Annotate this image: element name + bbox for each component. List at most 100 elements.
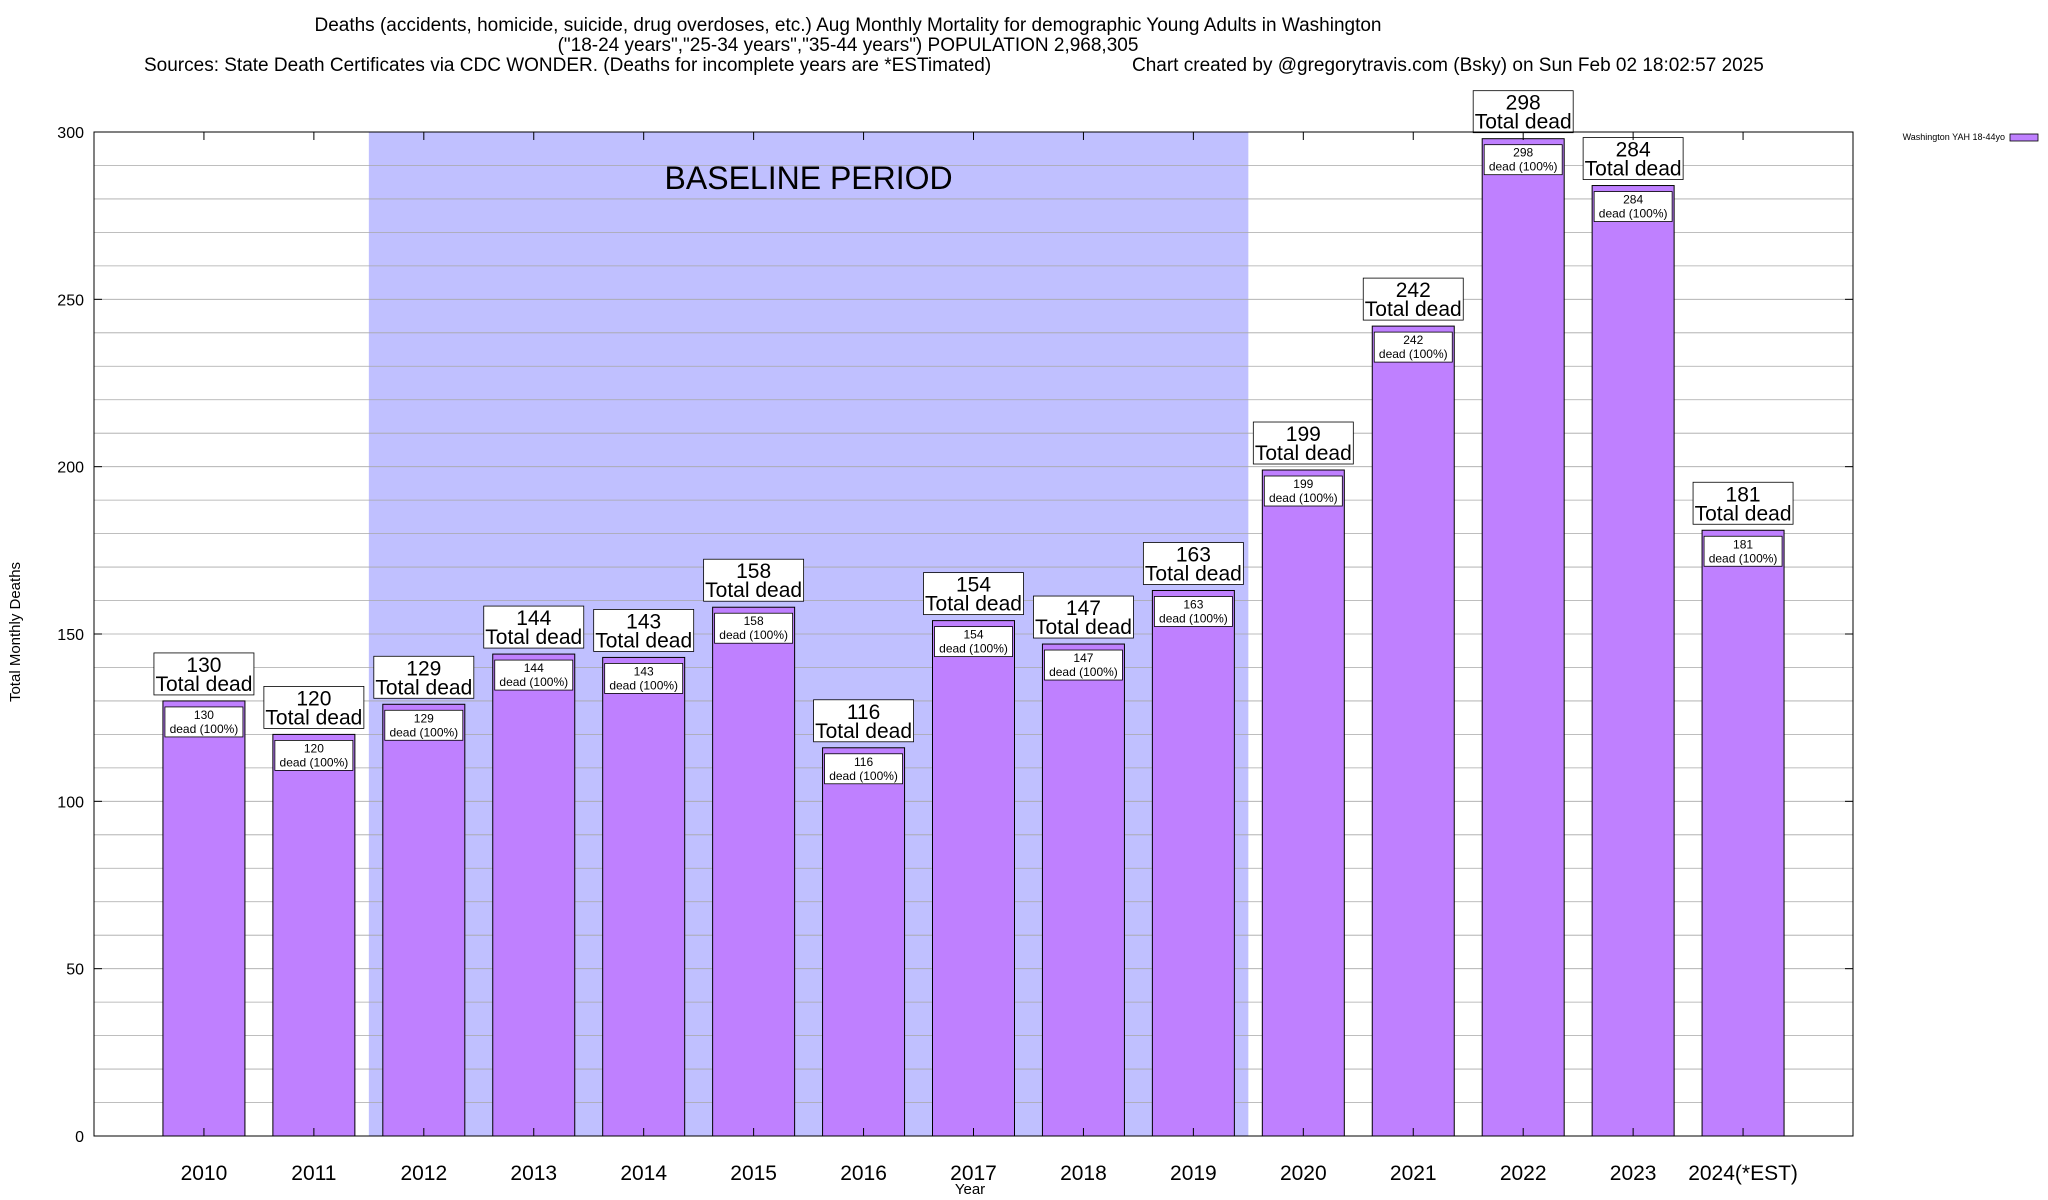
x-tick-label: 2011 xyxy=(291,1162,336,1185)
inner-pct-label: dead (100%) xyxy=(389,725,458,739)
y-tick-label: 0 xyxy=(75,1129,84,1146)
total-suffix-label: Total dead xyxy=(375,676,472,699)
inner-pct-label: dead (100%) xyxy=(1599,207,1668,221)
inner-pct-label: dead (100%) xyxy=(939,642,1008,656)
total-suffix-label: Total dead xyxy=(1255,442,1352,465)
inner-value-label: 181 xyxy=(1733,537,1753,551)
title-line-3: Sources: State Death Certificates via CD… xyxy=(144,55,991,76)
total-suffix-label: Total dead xyxy=(1585,158,1682,181)
inner-pct-label: dead (100%) xyxy=(170,722,239,736)
y-tick-label: 250 xyxy=(57,292,84,309)
total-value-label: 116 xyxy=(847,701,880,724)
inner-value-label: 120 xyxy=(304,741,324,755)
total-suffix-label: Total dead xyxy=(485,626,582,649)
total-value-label: 147 xyxy=(1066,597,1101,620)
inner-pct-label: dead (100%) xyxy=(1269,491,1338,505)
total-suffix-label: Total dead xyxy=(1475,111,1572,134)
total-label-box xyxy=(1692,481,1794,525)
plot-frame xyxy=(93,131,1854,1137)
bar xyxy=(1371,325,1455,1137)
inner-label-box xyxy=(1483,144,1563,176)
x-tick-label: 2022 xyxy=(1500,1162,1547,1185)
x-axis-title: Year xyxy=(955,1181,985,1198)
baseline-period-label: BASELINE PERIOD xyxy=(665,160,953,196)
x-tick-label: 2015 xyxy=(730,1162,777,1185)
total-suffix-label: Total dead xyxy=(1145,562,1242,585)
bar xyxy=(822,747,906,1137)
y-tick-label: 200 xyxy=(57,460,84,477)
legend: Washington YAH 18-44yo xyxy=(1903,132,2039,142)
y-tick-label: 150 xyxy=(57,627,84,644)
bar xyxy=(1041,643,1125,1137)
inner-pct-label: dead (100%) xyxy=(1049,665,1118,679)
inner-value-label: 199 xyxy=(1293,477,1313,491)
total-suffix-label: Total dead xyxy=(595,629,692,652)
inner-pct-label: dead (100%) xyxy=(719,628,788,642)
inner-pct-label: dead (100%) xyxy=(609,678,678,692)
inner-label-box xyxy=(1593,191,1673,222)
x-tick-label: 2010 xyxy=(181,1162,228,1185)
inner-pct-label: dead (100%) xyxy=(1379,347,1448,361)
inner-label-box xyxy=(824,753,903,785)
x-tick-label: 2013 xyxy=(510,1162,557,1185)
bar xyxy=(382,703,466,1137)
inner-pct-label: dead (100%) xyxy=(1709,551,1778,565)
inner-pct-label: dead (100%) xyxy=(280,755,349,769)
total-label-box xyxy=(373,655,475,699)
inner-value-label: 147 xyxy=(1073,651,1093,665)
total-value-label: 158 xyxy=(736,560,771,583)
inner-label-box xyxy=(934,626,1013,658)
inner-label-box xyxy=(1263,475,1343,507)
total-suffix-label: Total dead xyxy=(1365,298,1462,321)
total-value-label: 181 xyxy=(1726,483,1761,506)
x-tick-label: 2023 xyxy=(1610,1162,1657,1185)
inner-value-label: 144 xyxy=(524,661,544,675)
total-suffix-label: Total dead xyxy=(1695,502,1792,525)
legend-swatch xyxy=(2009,133,2039,142)
x-tick-label: 2016 xyxy=(840,1162,887,1185)
bar xyxy=(602,656,686,1137)
title-line-2: ("18-24 years","25-34 years","35-44 year… xyxy=(558,35,1139,56)
total-value-label: 143 xyxy=(626,610,661,633)
inner-label-box xyxy=(604,663,684,694)
x-tick-label: 2018 xyxy=(1060,1162,1107,1185)
total-label-box xyxy=(483,605,585,649)
total-suffix-label: Total dead xyxy=(265,706,362,729)
inner-value-label: 129 xyxy=(414,711,434,725)
y-axis-title: Total Monthly Deaths xyxy=(7,562,24,702)
bar xyxy=(492,653,576,1137)
total-value-label: 284 xyxy=(1616,139,1651,162)
total-label-box xyxy=(263,686,365,729)
total-label-box xyxy=(1142,542,1244,585)
x-tick-label: 2014 xyxy=(620,1162,667,1185)
bar xyxy=(272,733,356,1137)
total-suffix-label: Total dead xyxy=(925,593,1022,616)
y-axis: 0 50 100 150 200 250 300 xyxy=(57,125,1853,1146)
total-suffix-label: Total dead xyxy=(1035,616,1132,639)
inner-pct-label: dead (100%) xyxy=(499,675,568,689)
x-tick-label: 2024(*EST) xyxy=(1688,1162,1798,1185)
x-axis: 2010 2011 2012 2013 2014 2015 2016 2017 2018 2019… xyxy=(181,132,1798,1185)
total-label-box xyxy=(1033,595,1134,639)
total-label-box xyxy=(703,558,805,602)
bar xyxy=(1481,138,1565,1137)
bar xyxy=(932,620,1015,1137)
inner-value-label: 298 xyxy=(1513,146,1533,160)
inner-pct-label: dead (100%) xyxy=(1489,160,1558,174)
total-value-label: 242 xyxy=(1396,279,1431,302)
inner-value-label: 163 xyxy=(1183,597,1203,611)
x-tick-label: 2012 xyxy=(400,1162,447,1185)
y-tick-label: 100 xyxy=(57,794,84,811)
bars xyxy=(162,138,1785,1137)
total-value-label: 130 xyxy=(186,654,221,677)
total-suffix-label: Total dead xyxy=(815,720,912,743)
chart-title: Deaths (accidents, homicide, suicide, dr… xyxy=(144,15,1764,76)
legend-label: Washington YAH 18-44yo xyxy=(1903,132,2005,142)
inner-value-label: 242 xyxy=(1403,333,1423,347)
inner-label-box xyxy=(164,706,244,738)
x-tick-label: 2017 xyxy=(950,1162,997,1185)
inner-pct-label: dead (100%) xyxy=(1159,611,1228,625)
bar xyxy=(712,606,796,1137)
